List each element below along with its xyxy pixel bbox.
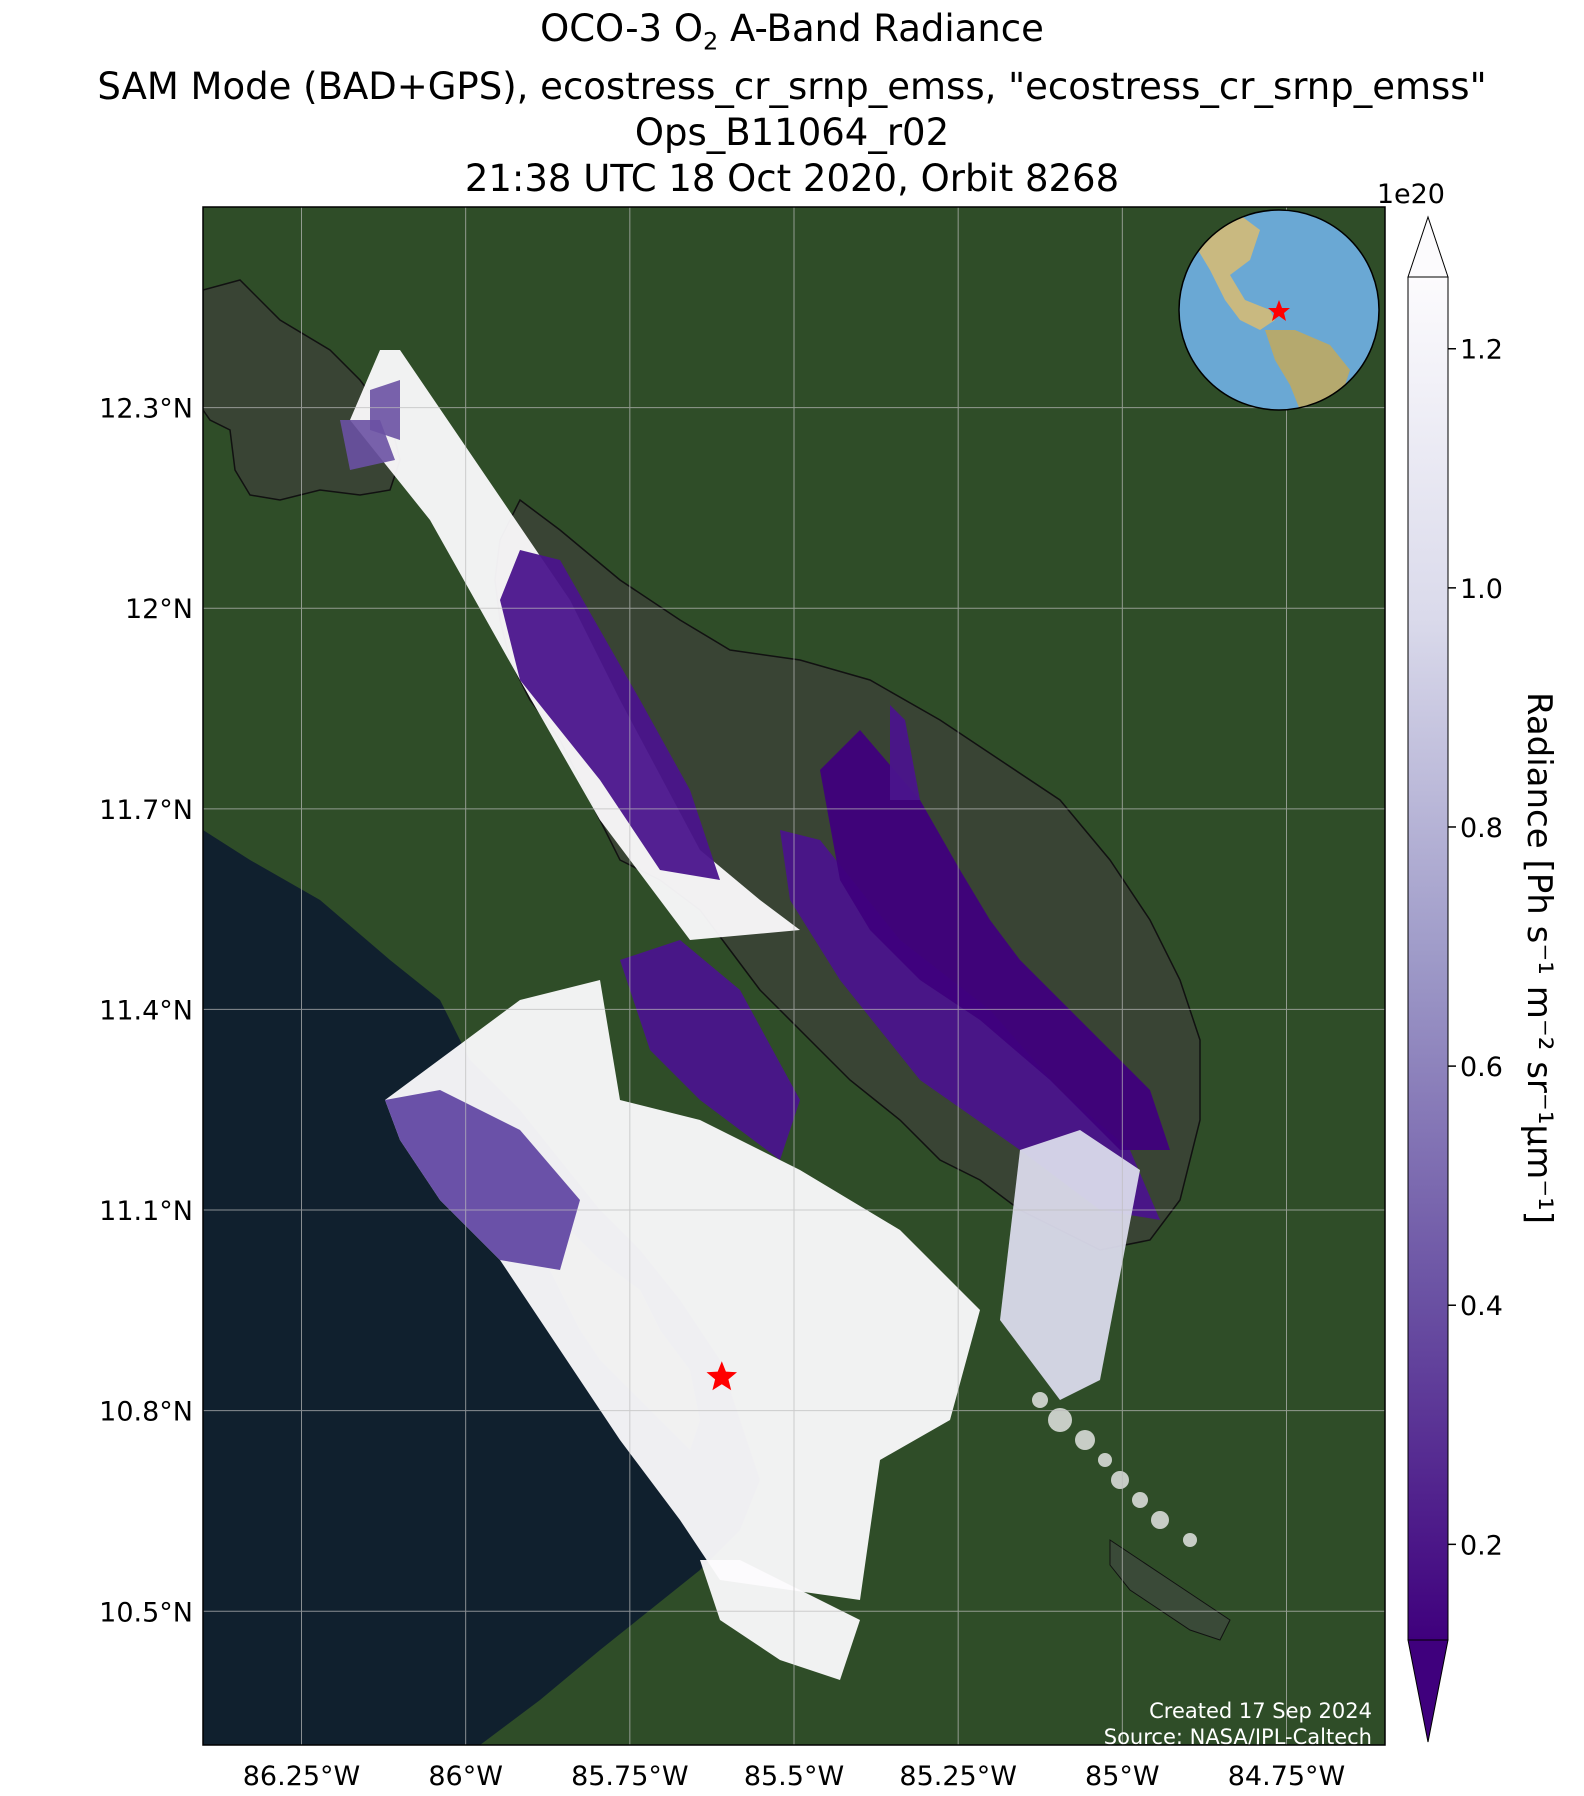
lat-tick-label: 10.8°N	[99, 1397, 193, 1428]
colorbar-max-extend	[1407, 215, 1449, 278]
inset-globe	[1178, 209, 1380, 411]
colorbar-label: Radiance [Ph s⁻¹ m⁻² sr⁻¹μm⁻¹]	[1519, 692, 1559, 1224]
swath-6-light	[385, 980, 980, 1600]
colorbar-tick-label: 1.0	[1460, 574, 1503, 605]
cloud-patches	[1032, 1392, 1197, 1547]
lat-tick-label: 11.1°N	[99, 1196, 193, 1227]
longitude-tick-labels: 86.25°W 86°W 85.75°W 85.5°W 85.25°W 85°W 84.75…	[243, 1761, 1346, 1792]
colorbar-bar	[1407, 276, 1449, 1641]
lat-tick-label: 11.4°N	[99, 995, 193, 1026]
colorbar-tick-label: 0.8	[1460, 813, 1503, 844]
latitude-tick-labels: 12.3°N 12°N 11.7°N 11.4°N 11.1°N 10.8°N 10.5°N	[99, 394, 193, 1629]
swath-6-tail	[700, 1560, 860, 1680]
map-frame	[202, 206, 1386, 1746]
globe-outline	[1178, 209, 1380, 411]
colorbar-tick-label: 1.2	[1460, 335, 1503, 366]
title-line-3: Ops_B11064_r02	[634, 111, 950, 155]
lat-tick-label: 10.5°N	[99, 1597, 193, 1628]
gridlines	[203, 207, 1385, 1745]
colorbar-tick-label: 0.4	[1460, 1291, 1503, 1322]
title-line-1: OCO-3 O2 A-Band Radiance	[540, 7, 1044, 56]
map-area: Created 17 Sep 2024 Source: NASA/JPL-Cal…	[203, 207, 1385, 1749]
lon-tick-label: 86°W	[428, 1761, 503, 1792]
lat-tick-label: 12.3°N	[99, 394, 193, 425]
lon-tick-label: 85.5°W	[744, 1761, 844, 1792]
colorbar-ticks: 0.2 0.4 0.6 0.8 1.0 1.2	[1448, 335, 1503, 1561]
colorbar-exponent: 1e20	[1377, 179, 1445, 210]
colorbar-tick-label: 0.6	[1460, 1052, 1503, 1083]
swath-1-dark	[500, 550, 720, 880]
lat-tick-label: 12°N	[125, 594, 193, 625]
globe-north-america	[1190, 215, 1275, 330]
lake-arenal	[1109, 1539, 1231, 1641]
swath-1-patch-b	[340, 420, 395, 470]
chart-title: OCO-3 O2 A-Band Radiance SAM Mode (BAD+G…	[0, 6, 1584, 202]
swath-6-dark-edge	[385, 1090, 580, 1270]
credit-created: Created 17 Sep 2024	[1149, 1699, 1372, 1723]
lon-tick-label: 85.25°W	[899, 1761, 1017, 1792]
colorbar-tick-label: 0.2	[1460, 1530, 1503, 1561]
credit-source: Source: NASA/JPL-Caltech	[1104, 1725, 1372, 1749]
globe-star-marker	[1268, 300, 1290, 321]
lon-tick-label: 86.25°W	[243, 1761, 361, 1792]
swath-4-light	[1000, 1130, 1140, 1400]
lon-tick-label: 85.75°W	[571, 1761, 689, 1792]
pacific-ocean	[203, 830, 760, 1745]
colorbar-min-extend	[1407, 1639, 1449, 1743]
lat-tick-label: 11.7°N	[99, 795, 193, 826]
title-line-4: 21:38 UTC 18 Oct 2020, Orbit 8268	[464, 157, 1120, 201]
colorbar: 0.2 0.4 0.6 0.8 1.0 1.2 1e20 Radiance [Ph s⁻¹…	[1377, 179, 1559, 1743]
target-star-marker	[706, 1361, 737, 1391]
lon-tick-label: 84.75°W	[1228, 1761, 1346, 1792]
lon-tick-label: 85°W	[1085, 1761, 1160, 1792]
swath-5-dark	[620, 940, 800, 1160]
title-line-2: SAM Mode (BAD+GPS), ecostress_cr_srnp_em…	[97, 65, 1487, 109]
swath-3-tip	[890, 705, 920, 800]
swath-3-dark	[820, 730, 1170, 1150]
